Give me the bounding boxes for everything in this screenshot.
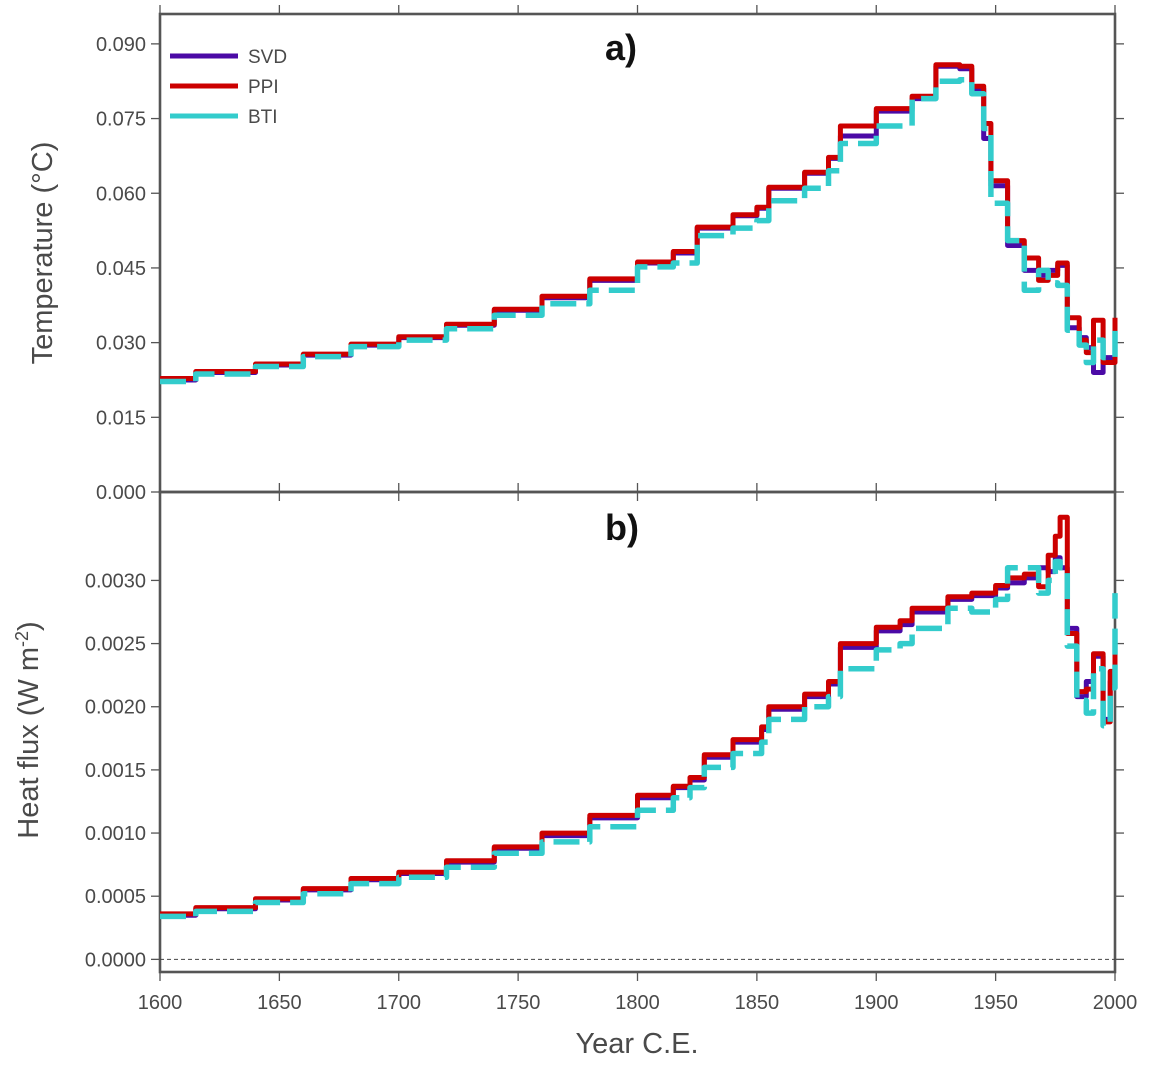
series-line-bti-b [160,558,1118,920]
legend: SVD PPI BTI [170,47,287,128]
y-axis-title-superscript: -2 [12,631,32,647]
y-tick-label-a-5: 0.075 [96,109,146,131]
y-axis-title-tail: ) [13,621,45,631]
panel-a-ticks: 0.000 0.015 0.030 0.045 0.060 0.075 0.090 [96,5,1124,504]
x-tick-label-8: 2000 [1093,992,1138,1014]
panel-a-temperature: 0.000 0.015 0.030 0.045 0.060 0.075 0.090 a) T… [27,5,1124,504]
y-tick-label-b-0: 0.0000 [85,949,146,971]
x-tick-label-5: 1850 [735,992,780,1014]
y-tick-label-a-1: 0.015 [96,407,146,429]
y-tick-label-a-4: 0.060 [96,183,146,205]
x-tick-label-3: 1750 [496,992,541,1014]
y-tick-label-a-3: 0.045 [96,258,146,280]
y-tick-label-b-2: 0.0010 [85,823,146,845]
y-tick-label-b-4: 0.0020 [85,697,146,719]
x-tick-label-1: 1650 [257,992,302,1014]
panel-b-heat-flux: 0.0000 0.0005 0.0010 0.0015 0.0020 0.0025 0.00… [12,483,1137,1060]
panel-a-y-axis-title: Temperature (°C) [27,142,59,365]
panel-b-ticks: 0.0000 0.0005 0.0010 0.0015 0.0020 0.0025 0.00… [85,483,1137,1014]
x-tick-label-4: 1800 [615,992,660,1014]
series-line-svd-a [160,63,1118,383]
y-tick-label-b-5: 0.0025 [85,634,146,656]
x-tick-label-7: 1950 [973,992,1018,1014]
panel-b-label: b) [605,507,639,548]
x-tick-label-0: 1600 [138,992,183,1014]
legend-label-svd: SVD [248,47,287,68]
panel-a-series-lines [160,62,1118,385]
y-tick-label-a-2: 0.030 [96,333,146,355]
legend-label-bti: BTI [248,107,278,128]
panel-b-y-axis-title: Heat flux (W m-2) [12,621,45,838]
legend-label-ppi: PPI [248,77,279,98]
y-axis-title-main: Heat flux (W m [13,647,45,839]
y-tick-label-a-6: 0.090 [96,34,146,56]
y-tick-label-b-3: 0.0015 [85,760,146,782]
panel-a-label: a) [605,27,637,68]
series-line-ppi-a [160,62,1118,381]
series-line-ppi-b [160,514,1118,917]
y-tick-label-a-0: 0.000 [96,482,146,504]
x-tick-label-6: 1900 [854,992,899,1014]
y-tick-label-b-1: 0.0005 [85,886,146,908]
x-axis-title: Year C.E. [575,1028,698,1060]
x-tick-label-2: 1700 [377,992,422,1014]
panel-b-series-lines [160,514,1118,920]
y-tick-label-b-6: 0.0030 [85,570,146,592]
series-line-bti-a [160,76,1118,385]
